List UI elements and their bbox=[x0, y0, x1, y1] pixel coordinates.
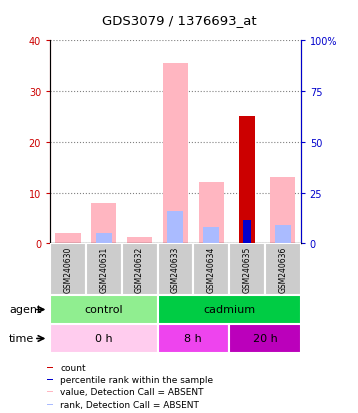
Text: 8 h: 8 h bbox=[184, 334, 202, 344]
Text: GSM240631: GSM240631 bbox=[99, 247, 108, 292]
Bar bbox=[55, 234, 81, 244]
Text: cadmium: cadmium bbox=[203, 305, 255, 315]
Text: GSM240636: GSM240636 bbox=[278, 246, 287, 293]
Text: agent: agent bbox=[9, 305, 41, 315]
Bar bbox=[193, 244, 229, 295]
Bar bbox=[122, 244, 158, 295]
Text: value, Detection Call = ABSENT: value, Detection Call = ABSENT bbox=[60, 387, 204, 396]
Text: 20 h: 20 h bbox=[252, 334, 277, 344]
Bar bbox=[203, 228, 219, 244]
Bar bbox=[47, 404, 53, 405]
Bar bbox=[127, 237, 152, 244]
Bar bbox=[158, 295, 301, 324]
Bar bbox=[50, 295, 158, 324]
Text: time: time bbox=[9, 334, 34, 344]
Text: control: control bbox=[84, 305, 123, 315]
Bar bbox=[265, 244, 301, 295]
Bar bbox=[229, 244, 265, 295]
Text: GSM240630: GSM240630 bbox=[63, 246, 73, 293]
Text: rank, Detection Call = ABSENT: rank, Detection Call = ABSENT bbox=[60, 400, 199, 408]
Bar bbox=[275, 225, 291, 244]
Bar bbox=[239, 117, 255, 244]
Bar bbox=[158, 244, 193, 295]
Bar bbox=[270, 178, 295, 244]
Text: percentile rank within the sample: percentile rank within the sample bbox=[60, 375, 213, 384]
Bar bbox=[229, 324, 301, 353]
Bar bbox=[91, 203, 116, 244]
Bar bbox=[96, 234, 112, 244]
Text: GDS3079 / 1376693_at: GDS3079 / 1376693_at bbox=[102, 14, 256, 27]
Bar bbox=[47, 379, 53, 380]
Bar bbox=[199, 183, 224, 244]
Bar bbox=[243, 221, 251, 244]
Text: 0 h: 0 h bbox=[95, 334, 113, 344]
Text: GSM240632: GSM240632 bbox=[135, 247, 144, 292]
Text: GSM240633: GSM240633 bbox=[171, 246, 180, 293]
Bar bbox=[86, 244, 122, 295]
Bar bbox=[50, 324, 158, 353]
Bar bbox=[50, 244, 86, 295]
Bar bbox=[47, 367, 53, 368]
Text: GSM240634: GSM240634 bbox=[207, 246, 216, 293]
Bar bbox=[167, 211, 183, 244]
Bar bbox=[158, 324, 229, 353]
Bar bbox=[47, 391, 53, 392]
Text: GSM240635: GSM240635 bbox=[242, 246, 252, 293]
Text: count: count bbox=[60, 363, 86, 372]
Bar bbox=[163, 64, 188, 244]
